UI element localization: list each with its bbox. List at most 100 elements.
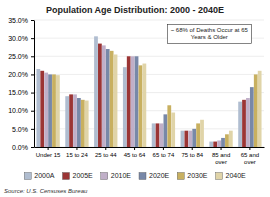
annotation-text: ~ 68% of Deaths Occur at 65Years & Older	[171, 27, 249, 40]
bar	[254, 74, 258, 147]
bars	[36, 36, 261, 147]
x-tick: 65 andover	[241, 147, 259, 165]
bar	[94, 36, 98, 147]
bar-series	[40, 44, 246, 147]
legend-swatch	[139, 173, 146, 180]
bar	[184, 131, 188, 147]
bar	[106, 49, 110, 147]
y-tick-mark	[31, 111, 34, 112]
bar	[258, 71, 262, 147]
bar	[110, 51, 114, 147]
y-tick-label: 5.0%	[12, 126, 28, 133]
text-line: over	[244, 159, 256, 165]
x-tick-label: 75 to 84	[181, 152, 203, 158]
legend-label: 2030E	[187, 172, 208, 179]
text-line: 15 to 24	[66, 152, 88, 158]
y-tick-label: 0.0%	[12, 144, 28, 151]
bar	[217, 140, 221, 147]
text-line: over	[215, 159, 227, 165]
text-line: ~ 68% of Deaths Occur at 65	[171, 27, 249, 33]
text-line: 65 and	[241, 152, 259, 158]
bar	[114, 54, 118, 147]
text-line: Years & Older	[191, 34, 228, 40]
bar	[209, 142, 213, 147]
legend-item: 2005E	[63, 172, 94, 179]
x-tick-label: 65 to 74	[153, 152, 175, 158]
legend-label: 2000A	[34, 172, 55, 179]
bar	[69, 94, 73, 147]
y-tick: 35.0%	[8, 17, 34, 24]
bar	[139, 65, 143, 147]
bar	[65, 96, 69, 147]
bar	[238, 102, 242, 147]
bar	[167, 105, 171, 147]
annotation-box	[168, 24, 252, 43]
x-tick: 85 andover	[212, 147, 230, 165]
bar	[156, 123, 160, 147]
grid-line	[34, 92, 264, 93]
x-tick-mark	[105, 147, 106, 150]
bar	[250, 87, 254, 147]
bar	[213, 142, 217, 147]
x-tick: 75 to 84	[181, 147, 203, 158]
legend-item: 2020E	[139, 172, 170, 179]
y-tick-label: 35.0%	[8, 17, 28, 24]
x-tick-mark	[163, 147, 164, 150]
x-tick: 65 to 74	[153, 147, 175, 158]
legend-swatch	[177, 173, 184, 180]
y-tick-mark	[31, 147, 34, 148]
legend: 2000A 2005E 2010E 2020E 2030E 2040E	[24, 172, 246, 179]
grid-line	[34, 74, 264, 75]
grid-line	[34, 56, 264, 57]
bar	[73, 94, 77, 147]
legend-item: 2040E	[216, 172, 247, 179]
bar	[135, 56, 139, 147]
legend-swatch	[216, 173, 223, 180]
legend-item: 2000A	[24, 172, 55, 179]
x-axis: Under 15 15 to 24 25 to 44 45 to 64 65 to 74…	[35, 147, 265, 165]
y-tick: 5.0%	[12, 126, 34, 133]
bar	[98, 44, 102, 147]
bar	[85, 101, 89, 147]
y-axis: 0.0% 5.0% 10.0% 15.0% 20.0% 25.0% 30.0% 35.0%	[8, 17, 34, 151]
legend-swatch	[63, 173, 70, 180]
grid-line	[34, 20, 264, 21]
bar	[152, 123, 156, 147]
bar	[40, 71, 44, 147]
bar	[123, 67, 127, 147]
bar	[229, 131, 233, 147]
y-tick-label: 30.0%	[8, 35, 28, 42]
y-tick-label: 15.0%	[8, 89, 28, 96]
y-tick-mark	[31, 20, 34, 21]
x-tick-label: 85 andover	[212, 152, 230, 165]
bar-series	[56, 54, 262, 147]
bar-series	[44, 45, 250, 147]
x-tick-label: 65 andover	[241, 152, 259, 165]
x-tick: 45 to 64	[124, 147, 146, 158]
bar	[36, 69, 40, 147]
bar	[246, 98, 250, 147]
y-tick-label: 25.0%	[8, 53, 28, 60]
bar-series	[36, 36, 242, 147]
x-tick-label: Under 15	[36, 152, 61, 158]
text-line: Under 15	[36, 152, 61, 158]
bar	[221, 138, 225, 147]
bar	[131, 56, 135, 147]
bar	[242, 100, 246, 147]
legend-label: 2010E	[111, 172, 132, 179]
x-tick-label: 15 to 24	[66, 152, 88, 158]
x-tick: 15 to 24	[66, 147, 88, 158]
y-tick: 30.0%	[8, 35, 34, 42]
bar	[142, 64, 146, 147]
bar	[44, 73, 48, 147]
y-tick: 20.0%	[8, 71, 34, 78]
y-tick: 10.0%	[8, 107, 34, 114]
title: Population Age Distribution: 2000 - 2040…	[46, 5, 224, 15]
bar	[77, 98, 81, 147]
x-tick-label: 25 to 44	[95, 152, 117, 158]
y-tick-mark	[31, 56, 34, 57]
y-axis-line	[34, 21, 35, 148]
text-line: 75 to 84	[181, 152, 203, 158]
legend-label: 2005E	[73, 172, 94, 179]
bar-series	[48, 49, 254, 147]
